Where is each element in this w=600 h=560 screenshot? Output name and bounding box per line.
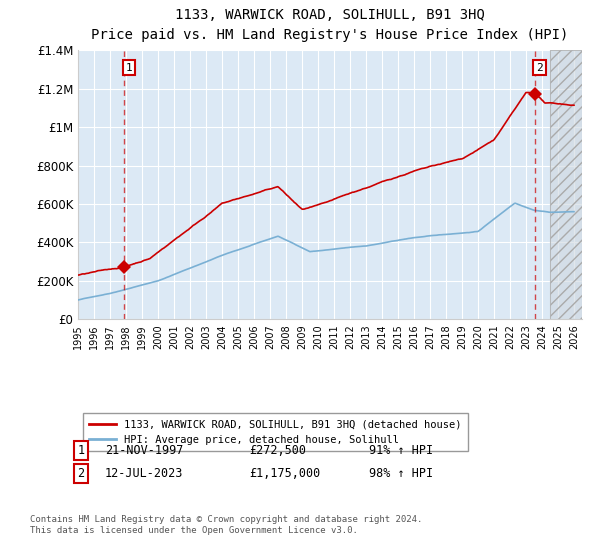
Text: £1,175,000: £1,175,000 <box>249 466 320 480</box>
Text: 12-JUL-2023: 12-JUL-2023 <box>105 466 184 480</box>
Text: 2: 2 <box>77 466 85 480</box>
Text: 21-NOV-1997: 21-NOV-1997 <box>105 444 184 458</box>
Text: 1: 1 <box>126 63 133 73</box>
Legend: 1133, WARWICK ROAD, SOLIHULL, B91 3HQ (detached house), HPI: Average price, deta: 1133, WARWICK ROAD, SOLIHULL, B91 3HQ (d… <box>83 413 467 451</box>
Text: Contains HM Land Registry data © Crown copyright and database right 2024.
This d: Contains HM Land Registry data © Crown c… <box>30 515 422 535</box>
Text: 2: 2 <box>536 63 543 73</box>
Bar <box>550 50 582 319</box>
Text: 91% ↑ HPI: 91% ↑ HPI <box>369 444 433 458</box>
Text: £272,500: £272,500 <box>249 444 306 458</box>
Title: 1133, WARWICK ROAD, SOLIHULL, B91 3HQ
Price paid vs. HM Land Registry's House Pr: 1133, WARWICK ROAD, SOLIHULL, B91 3HQ Pr… <box>91 8 569 43</box>
Bar <box>550 50 582 319</box>
Text: 98% ↑ HPI: 98% ↑ HPI <box>369 466 433 480</box>
Text: 1: 1 <box>77 444 85 458</box>
